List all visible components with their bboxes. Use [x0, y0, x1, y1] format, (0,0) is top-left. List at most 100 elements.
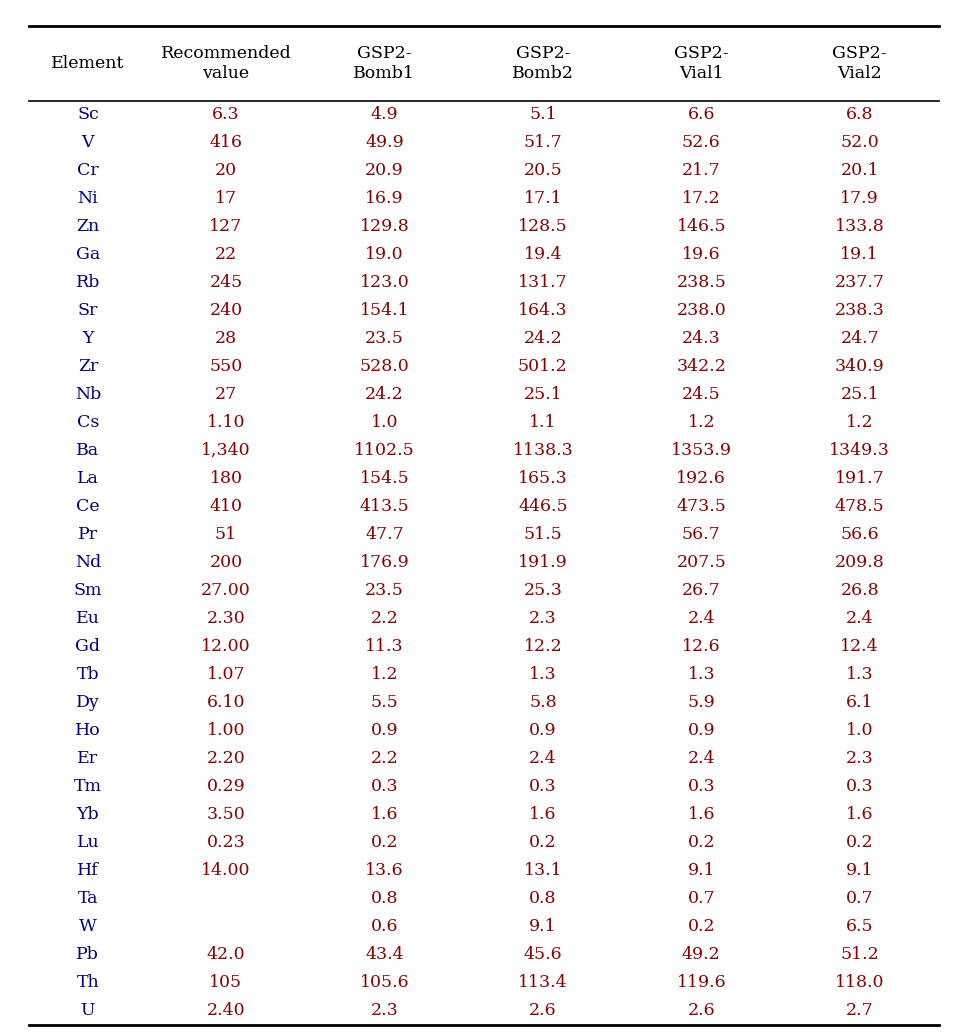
Text: 51: 51	[215, 526, 237, 543]
Text: Cr: Cr	[77, 162, 99, 180]
Text: GSP2-
Bomb1: GSP2- Bomb1	[353, 45, 415, 82]
Text: 1.07: 1.07	[206, 666, 245, 683]
Text: Ba: Ba	[76, 442, 100, 460]
Text: 2.4: 2.4	[687, 611, 715, 627]
Text: 0.8: 0.8	[529, 890, 557, 907]
Text: 24.2: 24.2	[365, 386, 404, 403]
Text: 550: 550	[209, 358, 243, 375]
Text: 9.1: 9.1	[687, 863, 715, 879]
Text: 49.9: 49.9	[365, 134, 404, 151]
Text: 180: 180	[209, 470, 242, 488]
Text: 12.4: 12.4	[840, 638, 879, 655]
Text: 410: 410	[209, 498, 242, 515]
Text: 13.1: 13.1	[524, 863, 562, 879]
Text: Sr: Sr	[77, 303, 98, 319]
Text: 105.6: 105.6	[359, 974, 409, 992]
Text: 17.1: 17.1	[524, 190, 562, 208]
Text: 0.2: 0.2	[687, 918, 715, 935]
Text: 2.3: 2.3	[846, 750, 873, 768]
Text: 0.2: 0.2	[371, 835, 398, 851]
Text: Nd: Nd	[75, 555, 101, 571]
Text: 26.7: 26.7	[681, 583, 720, 599]
Text: 52.6: 52.6	[681, 134, 720, 151]
Text: 238.0: 238.0	[677, 303, 726, 319]
Text: 16.9: 16.9	[365, 190, 404, 208]
Text: 21.7: 21.7	[681, 162, 720, 180]
Text: 118.0: 118.0	[835, 974, 885, 992]
Text: 17.2: 17.2	[681, 190, 720, 208]
Text: 1.0: 1.0	[846, 722, 873, 740]
Text: 4.9: 4.9	[371, 106, 398, 123]
Text: 1.2: 1.2	[687, 414, 715, 431]
Text: 105: 105	[209, 974, 243, 992]
Text: 13.6: 13.6	[365, 863, 404, 879]
Text: 17.9: 17.9	[840, 190, 879, 208]
Text: 3.50: 3.50	[206, 806, 245, 823]
Text: 51.5: 51.5	[524, 526, 562, 543]
Text: 5.1: 5.1	[529, 106, 557, 123]
Text: Sm: Sm	[74, 583, 103, 599]
Text: 6.6: 6.6	[687, 106, 715, 123]
Text: 6.10: 6.10	[207, 694, 245, 712]
Text: 0.8: 0.8	[371, 890, 398, 907]
Text: 0.9: 0.9	[371, 722, 398, 740]
Text: 2.2: 2.2	[371, 611, 398, 627]
Text: 1.3: 1.3	[687, 666, 715, 683]
Text: 245: 245	[209, 274, 243, 291]
Text: 42.0: 42.0	[206, 946, 245, 963]
Text: 9.1: 9.1	[529, 918, 557, 935]
Text: 43.4: 43.4	[365, 946, 404, 963]
Text: 9.1: 9.1	[846, 863, 873, 879]
Text: Eu: Eu	[76, 611, 100, 627]
Text: 131.7: 131.7	[518, 274, 567, 291]
Text: 1.6: 1.6	[846, 806, 873, 823]
Text: 238.3: 238.3	[834, 303, 885, 319]
Text: 146.5: 146.5	[677, 218, 726, 236]
Text: 28: 28	[215, 331, 237, 347]
Text: 25.3: 25.3	[524, 583, 562, 599]
Text: 207.5: 207.5	[677, 555, 726, 571]
Text: 56.7: 56.7	[681, 526, 720, 543]
Text: GSP2-
Bomb2: GSP2- Bomb2	[512, 45, 574, 82]
Text: 14.00: 14.00	[201, 863, 251, 879]
Text: 19.1: 19.1	[840, 246, 879, 263]
Text: 501.2: 501.2	[518, 358, 567, 375]
Text: 2.20: 2.20	[206, 750, 245, 768]
Text: 127: 127	[209, 218, 243, 236]
Text: Th: Th	[76, 974, 100, 992]
Text: 1102.5: 1102.5	[354, 442, 414, 460]
Text: 0.23: 0.23	[206, 835, 245, 851]
Text: 2.4: 2.4	[529, 750, 557, 768]
Text: 1.1: 1.1	[529, 414, 557, 431]
Text: 51.2: 51.2	[840, 946, 879, 963]
Text: 45.6: 45.6	[524, 946, 562, 963]
Text: 176.9: 176.9	[359, 555, 409, 571]
Text: 22: 22	[215, 246, 237, 263]
Text: 473.5: 473.5	[677, 498, 726, 515]
Text: 446.5: 446.5	[518, 498, 567, 515]
Text: 49.2: 49.2	[681, 946, 720, 963]
Text: 12.00: 12.00	[201, 638, 251, 655]
Text: 1.0: 1.0	[371, 414, 398, 431]
Text: 238.5: 238.5	[677, 274, 726, 291]
Text: 1.00: 1.00	[207, 722, 245, 740]
Text: 0.3: 0.3	[687, 778, 715, 795]
Text: 20.9: 20.9	[365, 162, 404, 180]
Text: V: V	[81, 134, 94, 151]
Text: 113.4: 113.4	[518, 974, 567, 992]
Text: Ta: Ta	[77, 890, 98, 907]
Text: 119.6: 119.6	[677, 974, 726, 992]
Text: 192.6: 192.6	[677, 470, 726, 488]
Text: 200: 200	[209, 555, 243, 571]
Text: 240: 240	[209, 303, 243, 319]
Text: 0.6: 0.6	[371, 918, 398, 935]
Text: Rb: Rb	[76, 274, 100, 291]
Text: 11.3: 11.3	[365, 638, 404, 655]
Text: Y: Y	[82, 331, 94, 347]
Text: Zr: Zr	[77, 358, 98, 375]
Text: 191.9: 191.9	[518, 555, 567, 571]
Text: 1.6: 1.6	[371, 806, 398, 823]
Text: 0.2: 0.2	[529, 835, 557, 851]
Text: 25.1: 25.1	[840, 386, 879, 403]
Text: 27: 27	[215, 386, 237, 403]
